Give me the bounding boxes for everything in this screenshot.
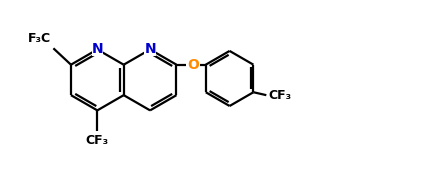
Text: O: O (187, 58, 199, 72)
Text: N: N (144, 43, 156, 57)
Text: CF₃: CF₃ (268, 89, 291, 102)
Text: F₃C: F₃C (28, 32, 51, 45)
Text: CF₃: CF₃ (86, 134, 109, 147)
Text: N: N (91, 43, 103, 57)
